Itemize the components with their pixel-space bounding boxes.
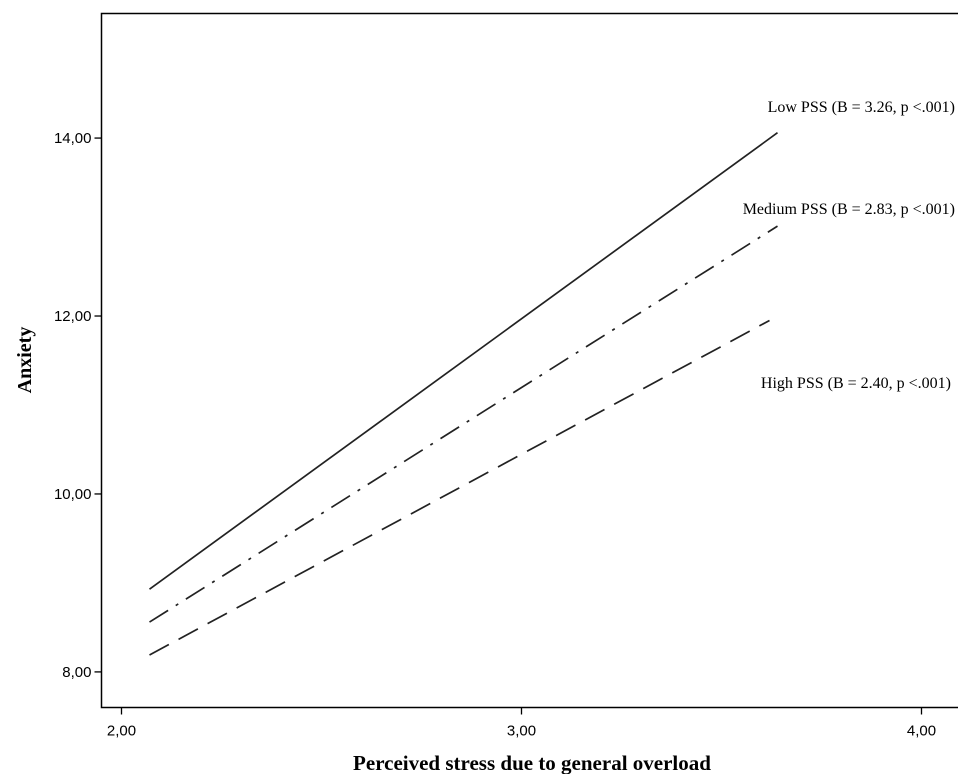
y-tick-label: 14,00 xyxy=(54,130,92,147)
y-tick-label: 8,00 xyxy=(62,664,91,681)
y-tick-label: 12,00 xyxy=(54,308,92,325)
x-axis-ticks: 2,00 3,00 4,00 xyxy=(107,707,936,740)
series-line-dashed xyxy=(149,319,770,656)
series-label: Low PSS (B = 3.26, p <.001) xyxy=(768,99,955,116)
series-lines xyxy=(149,132,778,656)
series-line-solid xyxy=(149,132,778,590)
series-labels: Low PSS (B = 3.26, p <.001) Medium PSS (B… xyxy=(743,99,955,392)
x-tick-label: 2,00 xyxy=(107,723,136,740)
y-axis-title: Anxiety xyxy=(14,327,36,394)
plot-frame xyxy=(100,12,958,709)
series-line-dash-dot xyxy=(149,225,778,623)
x-tick-label: 4,00 xyxy=(907,723,936,740)
series-label: High PSS (B = 2.40, p <.001) xyxy=(761,375,951,392)
x-tick-label: 3,00 xyxy=(507,723,536,740)
y-tick-label: 10,00 xyxy=(54,486,92,503)
series-label: Medium PSS (B = 2.83, p <.001) xyxy=(743,201,955,218)
x-axis-title: Perceived stress due to general overload xyxy=(353,751,711,774)
y-axis-ticks: 8,00 10,00 12,00 14,00 xyxy=(54,130,102,681)
